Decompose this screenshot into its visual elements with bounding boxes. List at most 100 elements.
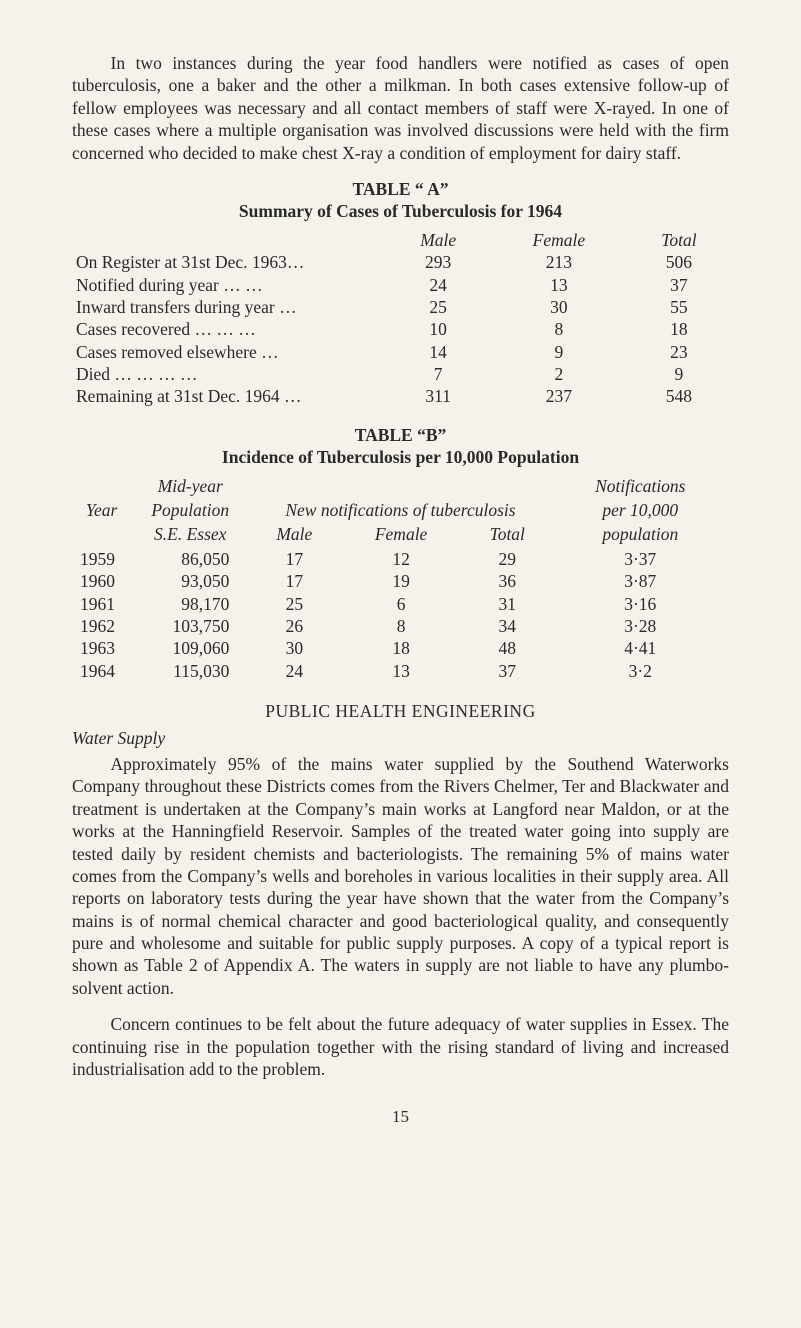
cell: 12 xyxy=(339,548,463,570)
cell: 13 xyxy=(489,274,629,296)
cell: 8 xyxy=(339,615,463,637)
head-new-notifications: New notifications of tuberculosis xyxy=(249,499,551,523)
cell: 9 xyxy=(489,341,629,363)
cell: 6 xyxy=(339,593,463,615)
row-label: Died … … … … xyxy=(72,363,387,385)
head-notifications: Notifications xyxy=(552,475,729,499)
table-b-header-row-2: Year Population New notifications of tub… xyxy=(72,499,729,523)
row-label: Cases removed elsewhere … xyxy=(72,341,387,363)
cell: 213 xyxy=(489,251,629,273)
table-row: Cases removed elsewhere … 14 9 23 xyxy=(72,341,729,363)
cell: 23 xyxy=(629,341,729,363)
table-b: Mid-year Notifications Year Population N… xyxy=(72,475,729,683)
table-a: Male Female Total On Register at 31st De… xyxy=(72,229,729,408)
paragraph-concern: Concern continues to be felt about the f… xyxy=(72,1013,729,1080)
table-row: On Register at 31st Dec. 1963… 293 213 5… xyxy=(72,251,729,273)
cell-rate: 3·87 xyxy=(552,570,729,592)
cell-pop: 93,050 xyxy=(131,570,249,592)
head-population-word: population xyxy=(552,523,729,547)
cell-year: 1963 xyxy=(72,637,131,659)
cell-year: 1961 xyxy=(72,593,131,615)
page-number: 15 xyxy=(72,1106,729,1128)
cell-year: 1964 xyxy=(72,660,131,682)
cell: 548 xyxy=(629,385,729,407)
table-a-col-female: Female xyxy=(489,229,629,251)
cell: 18 xyxy=(339,637,463,659)
cell-year: 1960 xyxy=(72,570,131,592)
cell: 48 xyxy=(463,637,552,659)
head-population: Population xyxy=(131,499,249,523)
cell: 30 xyxy=(489,296,629,318)
cell: 24 xyxy=(387,274,489,296)
cell-rate: 3·28 xyxy=(552,615,729,637)
cell-year: 1959 xyxy=(72,548,131,570)
cell-pop: 103,750 xyxy=(131,615,249,637)
table-b-header-row-1: Mid-year Notifications xyxy=(72,475,729,499)
row-label: Inward transfers during year … xyxy=(72,296,387,318)
cell: 7 xyxy=(387,363,489,385)
table-a-title: TABLE “ A” xyxy=(72,178,729,200)
cell: 30 xyxy=(249,637,339,659)
table-row: 1961 98,170 25 6 31 3·16 xyxy=(72,593,729,615)
head-female: Female xyxy=(339,523,463,547)
cell: 18 xyxy=(629,318,729,340)
head-male: Male xyxy=(249,523,339,547)
cell-rate: 4·41 xyxy=(552,637,729,659)
cell: 17 xyxy=(249,548,339,570)
cell: 9 xyxy=(629,363,729,385)
cell-rate: 3·16 xyxy=(552,593,729,615)
head-midyear: Mid-year xyxy=(131,475,249,499)
cell-rate: 3·2 xyxy=(552,660,729,682)
table-row: Notified during year … … 24 13 37 xyxy=(72,274,729,296)
table-row: 1962 103,750 26 8 34 3·28 xyxy=(72,615,729,637)
table-row: Died … … … … 7 2 9 xyxy=(72,363,729,385)
cell: 25 xyxy=(249,593,339,615)
table-row: Cases recovered … … … 10 8 18 xyxy=(72,318,729,340)
cell: 506 xyxy=(629,251,729,273)
head-year: Year xyxy=(72,499,131,523)
cell: 37 xyxy=(629,274,729,296)
cell: 36 xyxy=(463,570,552,592)
intro-paragraph: In two instances during the year food ha… xyxy=(72,52,729,164)
row-label: Notified during year … … xyxy=(72,274,387,296)
cell-pop: 109,060 xyxy=(131,637,249,659)
table-b-title: TABLE “B” xyxy=(72,424,729,446)
cell: 19 xyxy=(339,570,463,592)
cell-pop: 98,170 xyxy=(131,593,249,615)
cell: 10 xyxy=(387,318,489,340)
head-se-essex: S.E. Essex xyxy=(131,523,249,547)
cell: 13 xyxy=(339,660,463,682)
cell: 293 xyxy=(387,251,489,273)
row-label: Remaining at 31st Dec. 1964 … xyxy=(72,385,387,407)
cell: 8 xyxy=(489,318,629,340)
table-a-col-male: Male xyxy=(387,229,489,251)
cell: 29 xyxy=(463,548,552,570)
row-label: Cases recovered … … … xyxy=(72,318,387,340)
cell: 237 xyxy=(489,385,629,407)
cell-rate: 3·37 xyxy=(552,548,729,570)
table-row: 1963 109,060 30 18 48 4·41 xyxy=(72,637,729,659)
page: In two instances during the year food ha… xyxy=(0,0,801,1185)
table-row: 1960 93,050 17 19 36 3·87 xyxy=(72,570,729,592)
cell: 34 xyxy=(463,615,552,637)
table-b-header-row-3: S.E. Essex Male Female Total population xyxy=(72,523,729,547)
cell: 26 xyxy=(249,615,339,637)
cell: 55 xyxy=(629,296,729,318)
cell: 24 xyxy=(249,660,339,682)
table-row: Remaining at 31st Dec. 1964 … 311 237 54… xyxy=(72,385,729,407)
water-supply-heading: Water Supply xyxy=(72,727,729,749)
cell-year: 1962 xyxy=(72,615,131,637)
cell: 37 xyxy=(463,660,552,682)
table-a-header-row: Male Female Total xyxy=(72,229,729,251)
cell: 14 xyxy=(387,341,489,363)
cell: 311 xyxy=(387,385,489,407)
cell: 2 xyxy=(489,363,629,385)
row-label: On Register at 31st Dec. 1963… xyxy=(72,251,387,273)
public-health-engineering-heading: PUBLIC HEALTH ENGINEERING xyxy=(72,700,729,722)
table-row: Inward transfers during year … 25 30 55 xyxy=(72,296,729,318)
cell: 31 xyxy=(463,593,552,615)
table-a-subtitle: Summary of Cases of Tuberculosis for 196… xyxy=(72,200,729,222)
cell-pop: 115,030 xyxy=(131,660,249,682)
paragraph-water-supply: Approximately 95% of the mains water sup… xyxy=(72,753,729,999)
table-row: 1964 115,030 24 13 37 3·2 xyxy=(72,660,729,682)
